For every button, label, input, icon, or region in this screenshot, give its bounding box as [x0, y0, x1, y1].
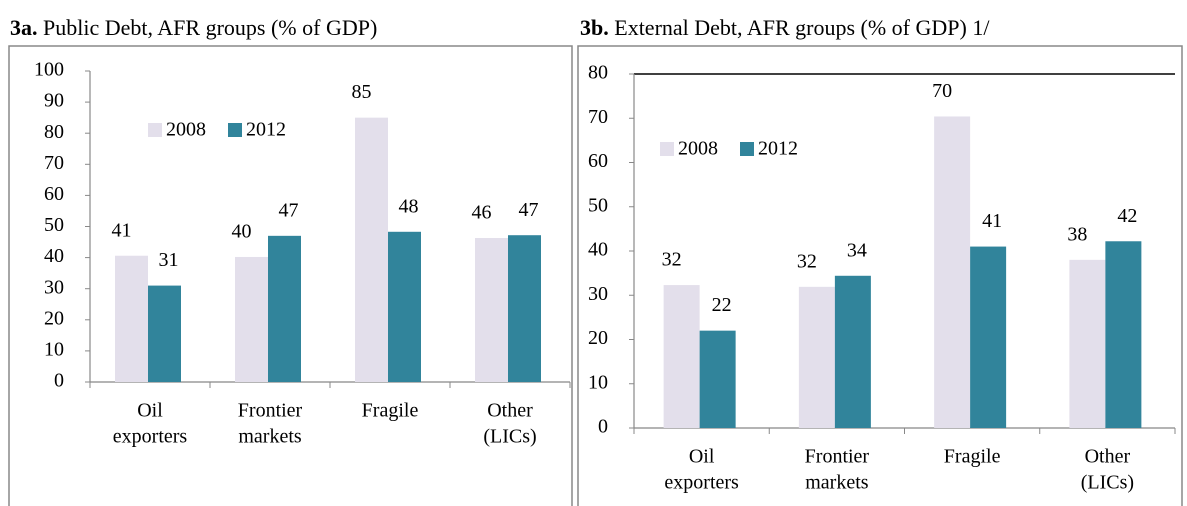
value-label: 46 [472, 202, 492, 224]
value-label: 32 [797, 250, 817, 272]
value-label: 40 [232, 221, 252, 243]
x-tick-label: Frontier [238, 400, 303, 422]
value-label: 32 [662, 249, 682, 271]
y-tick-label: 60 [44, 183, 64, 205]
x-tick-label: Other [487, 400, 533, 422]
bar [663, 285, 700, 428]
value-label: 47 [279, 199, 299, 221]
legend-label: 2012 [758, 138, 798, 160]
value-label: 85 [352, 81, 372, 103]
y-tick-label: 70 [44, 152, 64, 174]
y-tick-label: 50 [588, 194, 608, 216]
bar [508, 235, 541, 382]
y-tick-label: 0 [598, 416, 608, 438]
y-tick-label: 90 [44, 90, 64, 112]
x-tick-label: markets [238, 426, 302, 448]
y-tick-label: 80 [588, 62, 608, 84]
x-tick-label: Oil [137, 400, 163, 422]
y-tick-label: 20 [44, 307, 64, 329]
x-tick-label: exporters [113, 426, 188, 448]
y-tick-label: 30 [588, 283, 608, 305]
value-label: 47 [519, 199, 539, 221]
bar [235, 256, 268, 382]
value-label: 41 [982, 210, 1002, 232]
bar [115, 255, 148, 382]
bar [355, 117, 388, 383]
x-tick-label: (LICs) [483, 426, 536, 448]
value-label: 31 [159, 249, 179, 271]
y-tick-label: 30 [44, 276, 64, 298]
x-tick-label: Fragile [362, 400, 419, 422]
chart-title: 3b. External Debt, AFR groups (% of GDP)… [580, 15, 990, 40]
value-label: 41 [112, 219, 132, 241]
bar [834, 275, 871, 428]
bar [970, 246, 1007, 428]
chart-title: 3a. Public Debt, AFR groups (% of GDP) [10, 15, 377, 40]
panel-frame [8, 45, 573, 506]
chart-label: 3b. [580, 15, 609, 40]
chart-title-text: External Debt, AFR groups (% of GDP) 1/ [614, 15, 990, 40]
legend-label: 2008 [678, 138, 718, 160]
value-label: 42 [1117, 205, 1137, 227]
x-tick-label: (LICs) [1081, 472, 1134, 494]
bar [268, 235, 301, 382]
legend-label: 2008 [166, 119, 206, 141]
legend-label: 2012 [246, 119, 286, 141]
bar [1105, 241, 1142, 428]
x-tick-label: Other [1085, 446, 1131, 468]
bar [1069, 259, 1106, 428]
legend-swatch [740, 142, 754, 156]
legend-swatch [660, 142, 674, 156]
y-tick-label: 60 [588, 150, 608, 172]
bar [388, 231, 421, 382]
y-tick-label: 0 [54, 370, 64, 392]
legend-swatch [148, 123, 162, 137]
value-label: 70 [932, 80, 952, 102]
bar [475, 238, 508, 382]
y-tick-label: 50 [44, 214, 64, 236]
bar [699, 330, 736, 428]
panel-frame [577, 45, 1183, 506]
bar [934, 116, 971, 428]
value-label: 22 [712, 294, 732, 316]
value-label: 38 [1067, 223, 1087, 245]
y-tick-label: 40 [44, 245, 64, 267]
chart-title-text: Public Debt, AFR groups (% of GDP) [43, 15, 377, 40]
legend-swatch [228, 123, 242, 137]
y-tick-label: 10 [588, 371, 608, 393]
x-tick-label: Frontier [805, 446, 870, 468]
bar [148, 285, 181, 382]
x-tick-label: Oil [689, 446, 715, 468]
y-tick-label: 20 [588, 327, 608, 349]
y-tick-label: 70 [588, 106, 608, 128]
x-tick-label: markets [805, 472, 869, 494]
value-label: 34 [847, 239, 867, 261]
value-label: 48 [399, 195, 419, 217]
chart-label: 3a. [10, 15, 38, 40]
y-tick-label: 40 [588, 239, 608, 261]
x-tick-label: exporters [664, 472, 739, 494]
y-tick-label: 10 [44, 338, 64, 360]
y-tick-label: 80 [44, 121, 64, 143]
bar [798, 286, 835, 428]
x-tick-label: Fragile [944, 446, 1001, 468]
y-tick-label: 100 [34, 59, 64, 81]
